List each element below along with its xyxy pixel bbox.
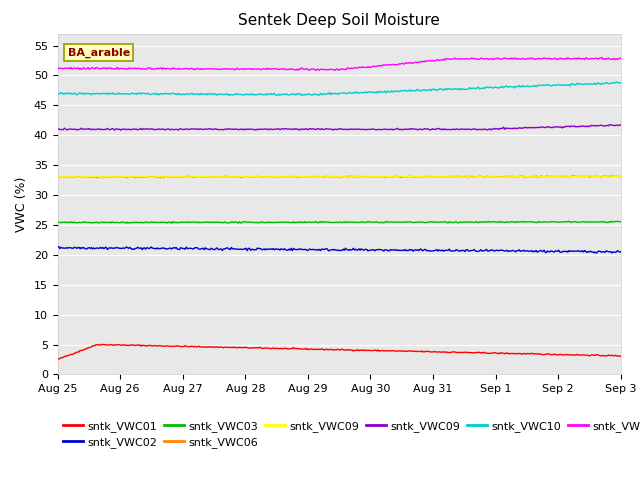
Text: BA_arable: BA_arable — [68, 48, 130, 58]
Legend: sntk_VWC01, sntk_VWC02, sntk_VWC03, sntk_VWC06, sntk_VWC09, sntk_VWC09, sntk_VWC: sntk_VWC01, sntk_VWC02, sntk_VWC03, sntk… — [63, 421, 640, 448]
Y-axis label: VWC (%): VWC (%) — [15, 176, 28, 232]
Title: Sentek Deep Soil Moisture: Sentek Deep Soil Moisture — [238, 13, 440, 28]
